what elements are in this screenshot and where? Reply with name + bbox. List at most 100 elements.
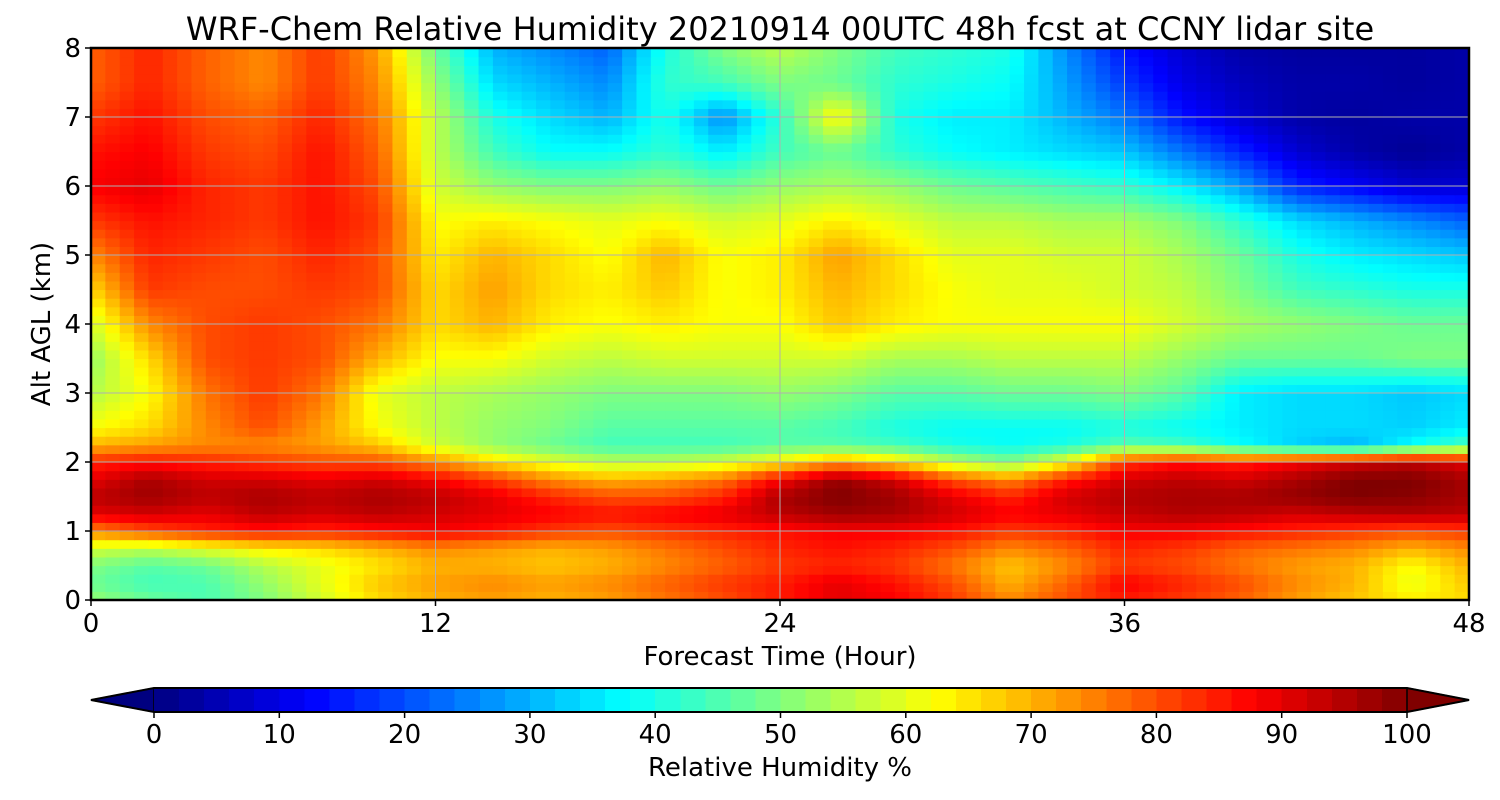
heatmap-cell (880, 367, 896, 377)
heatmap-cell (1311, 539, 1327, 549)
heatmap-cell (995, 160, 1011, 170)
heatmap-cell (320, 384, 336, 394)
heatmap-cell (1181, 384, 1197, 394)
heatmap-cell (722, 211, 738, 222)
heatmap-cell (1024, 418, 1039, 429)
heatmap-cell (1081, 280, 1097, 291)
heatmap-cell (449, 272, 465, 282)
heatmap-cell (780, 375, 795, 385)
heatmap-cell (1095, 298, 1111, 308)
heatmap-cell (220, 582, 236, 592)
heatmap-cell (478, 263, 494, 273)
heatmap-cell (1110, 194, 1126, 204)
heatmap-cell (1253, 582, 1269, 592)
heatmap-cell (1268, 315, 1283, 325)
heatmap-cell (937, 341, 953, 351)
heatmap-cell (1339, 298, 1355, 308)
heatmap-cell (1282, 203, 1298, 213)
heatmap-cell (823, 289, 839, 299)
heatmap-cell (1440, 436, 1456, 446)
heatmap-cell (91, 393, 106, 403)
heatmap-cell (234, 177, 250, 187)
heatmap-cell (1110, 324, 1126, 334)
heatmap-cell (937, 160, 953, 170)
heatmap-cell (335, 574, 350, 584)
heatmap-cell (435, 393, 451, 403)
heatmap-cell (823, 531, 839, 541)
heatmap-cell (564, 306, 580, 316)
heatmap-cell (435, 280, 451, 291)
heatmap-cell (105, 418, 121, 429)
heatmap-cell (736, 280, 752, 291)
heatmap-cell (1009, 237, 1025, 247)
heatmap-cell (1024, 462, 1039, 472)
heatmap-cell (1038, 487, 1054, 498)
heatmap-cell (808, 436, 824, 446)
heatmap-cell (478, 289, 494, 299)
heatmap-cell (335, 280, 350, 291)
heatmap-cell (521, 410, 537, 420)
heatmap-cell (995, 375, 1011, 385)
heatmap-cell (722, 358, 738, 368)
heatmap-cell (1224, 289, 1240, 299)
heatmap-cell (1052, 220, 1068, 230)
heatmap-cell (894, 539, 910, 549)
heatmap-cell (1382, 531, 1398, 541)
heatmap-cell (751, 177, 767, 187)
heatmap-cell (191, 505, 207, 515)
heatmap-cell (378, 315, 394, 325)
heatmap-cell (205, 237, 221, 247)
heatmap-cell (1181, 505, 1197, 515)
heatmap-cell (1052, 375, 1068, 385)
heatmap-cell (751, 220, 767, 230)
heatmap-cell (866, 418, 882, 429)
heatmap-cell (636, 427, 652, 437)
heatmap-cell (966, 410, 982, 420)
heatmap-cell (177, 194, 193, 204)
heatmap-cell (952, 177, 968, 187)
heatmap-cell (665, 436, 681, 446)
heatmap-cell (593, 280, 609, 291)
heatmap-cell (378, 453, 394, 463)
heatmap-cell (1425, 496, 1441, 506)
heatmap-cell (593, 582, 609, 592)
heatmap-cell (162, 513, 178, 523)
heatmap-cell (708, 367, 724, 377)
heatmap-cell (277, 280, 293, 291)
heatmap-cell (335, 479, 350, 489)
heatmap-cell (478, 582, 494, 592)
heatmap-cell (277, 186, 293, 196)
heatmap-cell (363, 160, 379, 170)
heatmap-cell (449, 306, 465, 316)
heatmap-cell (1454, 462, 1470, 472)
heatmap-cell (995, 151, 1011, 161)
heatmap-cell (622, 298, 638, 308)
heatmap-cell (521, 393, 537, 403)
heatmap-cell (392, 194, 408, 204)
heatmap-cell (1009, 341, 1025, 351)
heatmap-cell (1354, 151, 1370, 161)
heatmap-cell (880, 556, 896, 567)
heatmap-cell (765, 358, 781, 368)
heatmap-cell (220, 315, 236, 325)
heatmap-cell (1110, 186, 1126, 196)
heatmap-cell (392, 582, 408, 592)
heatmap-cell (1325, 151, 1341, 161)
heatmap-cell (650, 168, 666, 178)
heatmap-cell (1325, 237, 1341, 247)
heatmap-cell (320, 298, 336, 308)
heatmap-cell (134, 375, 150, 385)
heatmap-cell (449, 194, 465, 204)
heatmap-cell (894, 263, 910, 273)
heatmap-cell (1124, 211, 1140, 222)
heatmap-cell (1067, 220, 1083, 230)
heatmap-cell (105, 548, 121, 558)
heatmap-cell (478, 479, 494, 489)
heatmap-cell (464, 306, 480, 316)
heatmap-cell (177, 237, 193, 247)
heatmap-cell (392, 160, 408, 170)
heatmap-cell (923, 496, 939, 506)
heatmap-cell (650, 280, 666, 291)
heatmap-cell (248, 237, 264, 247)
heatmap-cell (980, 289, 996, 299)
